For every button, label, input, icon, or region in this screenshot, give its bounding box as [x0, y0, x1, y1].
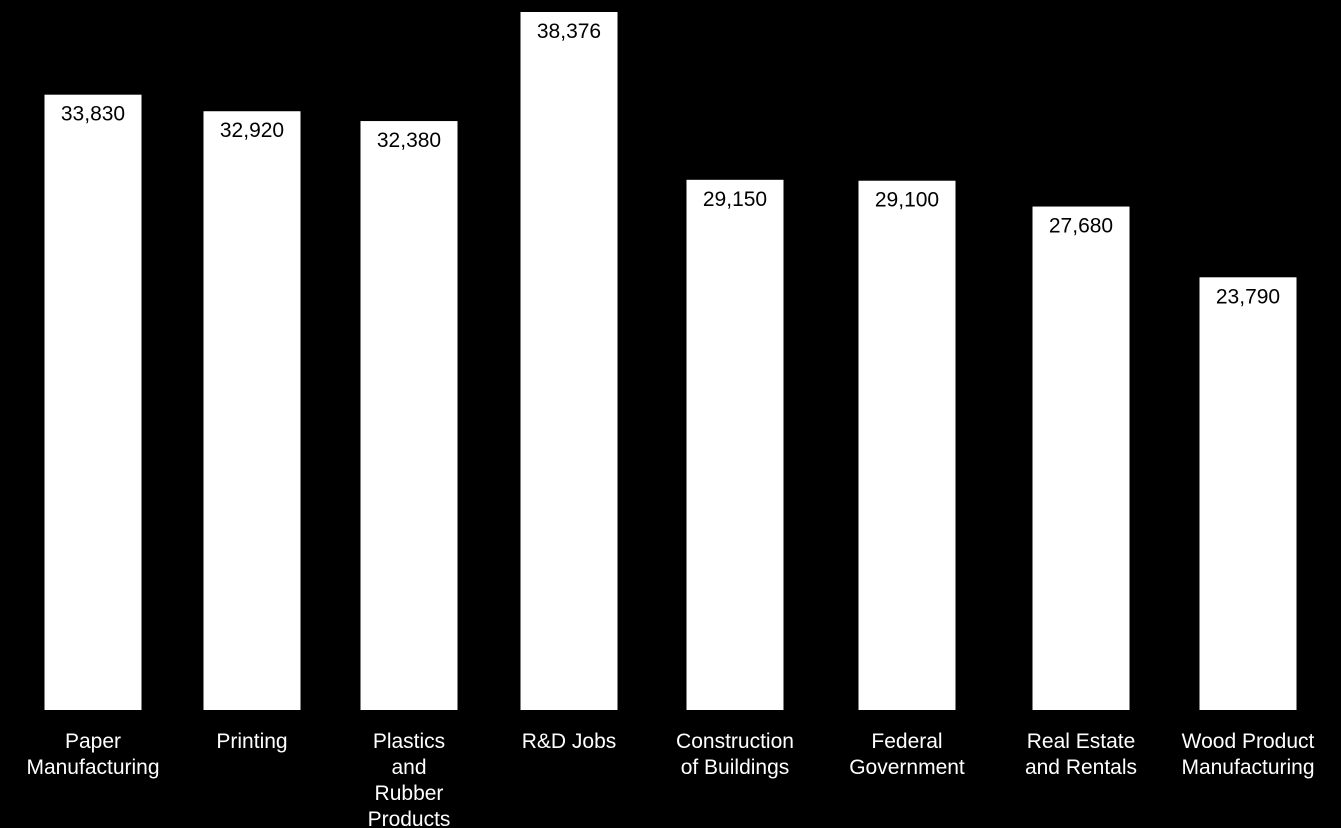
value-label-randd-jobs: 38,376	[537, 20, 601, 43]
category-label-line: Printing	[216, 730, 287, 753]
value-label-paper-manufacturing: 33,830	[61, 103, 125, 126]
bar-randd-jobs	[520, 12, 618, 710]
category-label-line: Construction	[676, 730, 794, 753]
category-label-line: Rubber	[375, 782, 444, 805]
category-label-wood-product-manufacturing: Wood Product Manufacturing	[1181, 730, 1314, 779]
bar-construction-of-buildings	[686, 179, 784, 711]
category-label-line: Federal	[871, 730, 942, 753]
category-label-federal-government: Federal Government	[849, 730, 965, 779]
category-label-printing: Printing	[216, 730, 287, 753]
category-label-line: Real Estate	[1027, 730, 1136, 753]
category-labels-group: Paper Manufacturing Printing Plastics and Rub…	[26, 730, 1314, 828]
category-label-plastics-and-rubber-products: Plastics and Rubber Products	[368, 730, 451, 828]
category-label-line: Manufacturing	[26, 756, 159, 779]
category-label-line: Plastics	[373, 730, 445, 753]
category-label-line: and Rentals	[1025, 756, 1137, 779]
value-label-printing: 32,920	[220, 119, 284, 142]
category-label-real-estate-and-rentals: Real Estate and Rentals	[1025, 730, 1137, 779]
category-label-randd-jobs: R&D Jobs	[522, 730, 617, 753]
value-label-real-estate-and-rentals: 27,680	[1049, 215, 1113, 238]
bar-printing	[203, 111, 301, 710]
bar-real-estate-and-rentals	[1032, 206, 1130, 710]
value-label-construction-of-buildings: 29,150	[703, 188, 767, 211]
bar-plastics-and-rubber-products	[360, 121, 458, 710]
bar-paper-manufacturing	[44, 94, 142, 711]
value-label-wood-product-manufacturing: 23,790	[1216, 285, 1280, 308]
bars-group	[44, 12, 1297, 711]
category-label-line: Products	[368, 808, 451, 828]
category-label-line: Manufacturing	[1181, 756, 1314, 779]
category-label-line: Paper	[65, 730, 121, 753]
value-labels-group: 33,830 32,920 32,380 38,376 29,150 29,100 27,6…	[61, 20, 1280, 308]
category-label-paper-manufacturing: Paper Manufacturing	[26, 730, 159, 779]
value-label-federal-government: 29,100	[875, 189, 939, 212]
category-label-line: Wood Product	[1182, 730, 1315, 753]
category-label-line: R&D Jobs	[522, 730, 617, 753]
value-label-plastics-and-rubber-products: 32,380	[377, 129, 441, 152]
bar-federal-government	[858, 180, 956, 711]
category-label-line: of Buildings	[681, 756, 790, 779]
bar-wood-product-manufacturing	[1199, 277, 1297, 710]
category-label-construction-of-buildings: Construction of Buildings	[676, 730, 794, 779]
category-label-line: Government	[849, 756, 965, 779]
category-label-line: and	[391, 756, 426, 779]
